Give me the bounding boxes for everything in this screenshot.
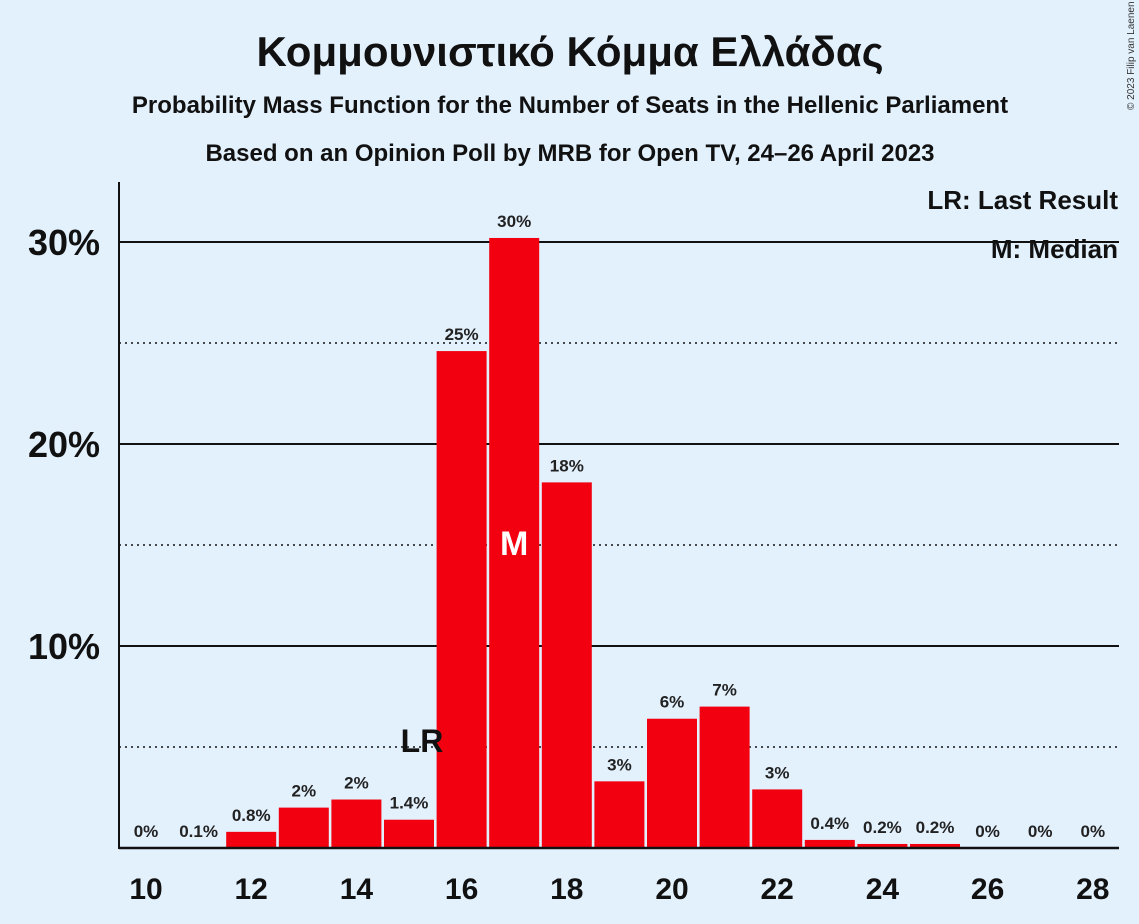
y-tick-label: 20% — [28, 424, 100, 465]
data-label: 0% — [1028, 822, 1053, 841]
x-tick-label: 10 — [129, 873, 162, 906]
data-label: 0.1% — [179, 822, 218, 841]
legend-median: M: Median — [991, 234, 1118, 264]
bar-seats-17 — [489, 237, 540, 848]
x-tick-label: 18 — [550, 873, 583, 906]
data-label: 7% — [712, 681, 737, 700]
chart-title: Κομμουνιστικό Κόμμα Ελλάδας — [256, 28, 883, 75]
x-tick-label: 22 — [761, 873, 794, 906]
data-label: 3% — [765, 763, 790, 782]
x-tick-label: 16 — [445, 873, 478, 906]
bar-seats-25 — [910, 843, 960, 848]
bar-seats-19 — [594, 781, 645, 848]
legend-last-result: LR: Last Result — [927, 185, 1118, 215]
data-label: 6% — [660, 693, 685, 712]
data-label: 0% — [1081, 822, 1106, 841]
data-label: 0.8% — [232, 806, 271, 825]
data-label: 2% — [292, 782, 317, 801]
bar-seats-16 — [436, 351, 487, 848]
data-label: 0.2% — [916, 818, 955, 837]
data-label: 18% — [550, 456, 584, 475]
data-label: 2% — [344, 774, 369, 793]
y-tick-label: 30% — [28, 222, 100, 263]
y-tick-label: 10% — [28, 626, 100, 667]
bar-seats-13 — [278, 807, 329, 848]
chart-source: Based on an Opinion Poll by MRB for Open… — [205, 140, 934, 167]
data-label: 3% — [607, 755, 632, 774]
median-marker: M — [500, 525, 528, 563]
bar-seats-14 — [331, 799, 382, 848]
data-label: 30% — [497, 212, 531, 231]
bar-seats-23 — [804, 839, 855, 848]
data-label: 25% — [445, 325, 479, 344]
data-label: 0% — [975, 822, 1000, 841]
bar-seats-22 — [752, 789, 803, 848]
x-tick-label: 14 — [340, 873, 374, 906]
bar-seats-21 — [699, 706, 750, 848]
x-tick-label: 28 — [1076, 873, 1109, 906]
data-label: 0.4% — [810, 814, 849, 833]
axes: 10% 20% 30% 10 12 14 16 18 20 22 24 26 28 — [28, 182, 1119, 906]
bar-seats-20 — [647, 718, 697, 848]
x-tick-label: 26 — [971, 873, 1004, 906]
x-tick-label: 20 — [655, 873, 688, 906]
data-label: 0.2% — [863, 818, 902, 837]
bar-seats-18 — [541, 482, 592, 848]
x-tick-label: 12 — [235, 873, 268, 906]
gridlines — [119, 241, 1119, 748]
last-result-marker: LR — [401, 723, 444, 759]
bar-seats-24 — [857, 843, 908, 848]
data-labels: 0% 0.1% 0.8% 2% 2% 1.4% 25% 30% 18% 3% 6% 7% 3% 0.4% 0… — [134, 212, 1105, 841]
copyright-note: © 2023 Filip van Laenen — [1126, 1, 1137, 110]
bars — [173, 237, 960, 848]
data-label: 1.4% — [390, 794, 429, 813]
bar-seats-15 — [384, 819, 434, 848]
data-label: 0% — [134, 822, 159, 841]
x-tick-label: 24 — [866, 873, 900, 906]
chart-subtitle: Probability Mass Function for the Number… — [132, 92, 1008, 119]
bar-seats-12 — [226, 831, 277, 848]
